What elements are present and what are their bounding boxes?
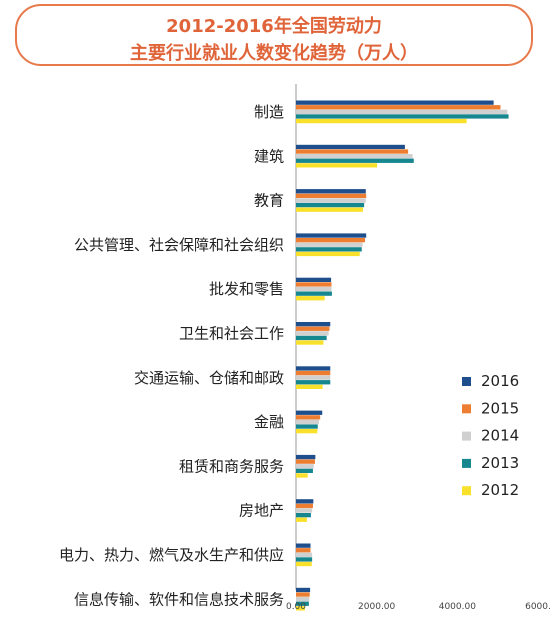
bar-2013 <box>296 202 365 208</box>
bar-2014 <box>296 597 310 602</box>
bar-2012 <box>296 207 363 212</box>
legend-label: 2013 <box>481 454 519 472</box>
bar-2016 <box>296 454 316 460</box>
x-tick-label: 2000.00 <box>358 602 395 612</box>
bar-2015 <box>296 105 501 110</box>
chart-subtitle: 主要行业就业人数变化趋势（万人） <box>130 43 418 64</box>
bar-2014 <box>296 508 313 513</box>
bar-2013 <box>296 291 332 296</box>
bar-2014 <box>296 198 366 203</box>
bar-2014 <box>296 464 314 469</box>
bar-2016 <box>296 366 331 371</box>
bar-2013 <box>296 424 318 429</box>
x-tick-label: 6000. <box>525 602 550 612</box>
bar-2013 <box>296 601 309 606</box>
legend-swatch <box>462 458 471 468</box>
bar-2015 <box>296 370 331 376</box>
legend-label: 2015 <box>481 399 519 417</box>
bar-2015 <box>296 238 365 243</box>
bar-2015 <box>296 415 321 420</box>
chart-title: 2012-2016年全国劳动力 <box>166 16 382 37</box>
chart-title-box: 2012-2016年全国劳动力 主要行业就业人数变化趋势（万人） <box>15 4 533 66</box>
category-label: 房地产 <box>239 502 284 520</box>
bar-2013 <box>296 468 313 473</box>
category-label: 信息传输、软件和信息技术服务 <box>74 590 284 608</box>
bar-2016 <box>296 100 494 105</box>
legend-swatch <box>462 377 471 386</box>
bar-2014 <box>296 331 329 336</box>
bar-2015 <box>296 282 332 287</box>
bar-2012 <box>296 606 305 611</box>
bar-2013 <box>296 380 331 385</box>
bar-2015 <box>296 149 409 154</box>
bar-2014 <box>296 242 363 247</box>
bar-2012 <box>296 251 360 257</box>
bar-2013 <box>296 557 313 562</box>
bar-2016 <box>296 410 323 415</box>
bar-2012 <box>296 561 312 567</box>
bar-2013 <box>296 114 509 119</box>
bar-2012 <box>296 340 324 345</box>
category-label: 批发和零售 <box>209 280 284 298</box>
bar-2014 <box>296 109 508 114</box>
bar-2014 <box>296 419 319 425</box>
bar-2014 <box>296 154 413 159</box>
category-label: 交通运输、仓储和邮政 <box>134 369 284 387</box>
bar-2015 <box>296 459 315 464</box>
bar-2012 <box>296 473 308 478</box>
bar-2015 <box>296 193 367 198</box>
x-tick-label: 0.00 <box>286 602 306 612</box>
legend-swatch <box>462 486 471 496</box>
bar-2012 <box>296 517 307 522</box>
bar-2013 <box>296 247 362 252</box>
bar-2016 <box>296 233 367 238</box>
bar-2016 <box>296 587 311 593</box>
category-label: 租赁和商务服务 <box>179 457 284 475</box>
bar-2016 <box>296 144 405 150</box>
category-label: 建筑 <box>254 147 284 165</box>
legend-swatch <box>462 404 471 414</box>
bar-2016 <box>296 322 331 327</box>
bar-2012 <box>296 429 318 434</box>
legend-label: 2014 <box>481 427 519 445</box>
category-label: 公共管理、社会保障和社会组织 <box>74 236 284 254</box>
bar-2015 <box>296 503 313 509</box>
category-label: 金融 <box>254 413 284 431</box>
bar-2016 <box>296 277 332 282</box>
bar-2012 <box>296 118 467 124</box>
category-label: 教育 <box>254 192 284 210</box>
bar-2014 <box>296 552 313 557</box>
bar-2013 <box>296 513 311 518</box>
x-tick-label: 4000.00 <box>439 602 476 612</box>
bar-2014 <box>296 375 331 380</box>
category-label: 电力、热力、燃气及水生产和供应 <box>59 546 284 564</box>
bar-2014 <box>296 286 332 292</box>
category-label: 卫生和社会工作 <box>179 325 284 343</box>
legend-label: 2012 <box>481 481 519 499</box>
bar-2012 <box>296 296 325 301</box>
bar-2015 <box>296 592 310 597</box>
bar-2015 <box>296 326 330 331</box>
legend-swatch <box>462 431 471 441</box>
bar-2016 <box>296 543 311 548</box>
bar-2013 <box>296 158 414 163</box>
legend-label: 2016 <box>481 372 519 390</box>
bar-2016 <box>296 499 314 504</box>
bar-2012 <box>296 163 378 168</box>
bar-2016 <box>296 189 366 194</box>
category-label: 制造 <box>254 103 284 121</box>
bar-2013 <box>296 335 327 341</box>
bar-2012 <box>296 384 323 389</box>
bar-2015 <box>296 548 311 553</box>
